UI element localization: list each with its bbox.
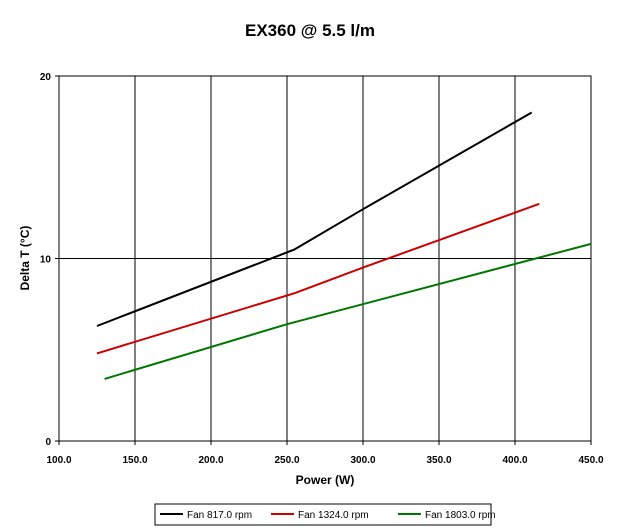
- y-axis-ticks: 0 10 20: [40, 72, 59, 448]
- series-lines: [96, 111, 592, 380]
- y-tick-label: 0: [45, 437, 51, 448]
- x-tick-label: 350.0: [426, 455, 451, 466]
- y-axis-label: Delta T (°C): [18, 226, 32, 291]
- x-axis-label: Power (W): [296, 473, 355, 487]
- x-tick-label: 100.0: [46, 455, 71, 466]
- legend-label: Fan 1324.0 rpm: [298, 510, 369, 521]
- series-line-3: [104, 242, 592, 380]
- legend-label: Fan 817.0 rpm: [187, 510, 252, 521]
- y-tick-label: 10: [40, 255, 52, 266]
- series-line-1: [96, 111, 533, 327]
- grid: [59, 76, 591, 441]
- x-tick-label: 300.0: [350, 455, 375, 466]
- chart-title: EX360 @ 5.5 l/m: [245, 21, 375, 40]
- legend-box: [154, 503, 492, 526]
- series-line-2: [96, 202, 540, 355]
- x-tick-label: 450.0: [578, 455, 603, 466]
- legend-label: Fan 1803.0 rpm: [425, 510, 496, 521]
- x-tick-label: 200.0: [198, 455, 223, 466]
- x-tick-label: 150.0: [122, 455, 147, 466]
- x-tick-label: 400.0: [502, 455, 527, 466]
- x-tick-label: 250.0: [274, 455, 299, 466]
- x-axis-ticks: 100.0 150.0 200.0 250.0 300.0 350.0 400.0 450.0: [46, 441, 604, 466]
- y-tick-label: 20: [40, 72, 52, 83]
- legend: Fan 817.0 rpm Fan 1324.0 rpm Fan 1803.0 rp…: [154, 503, 496, 526]
